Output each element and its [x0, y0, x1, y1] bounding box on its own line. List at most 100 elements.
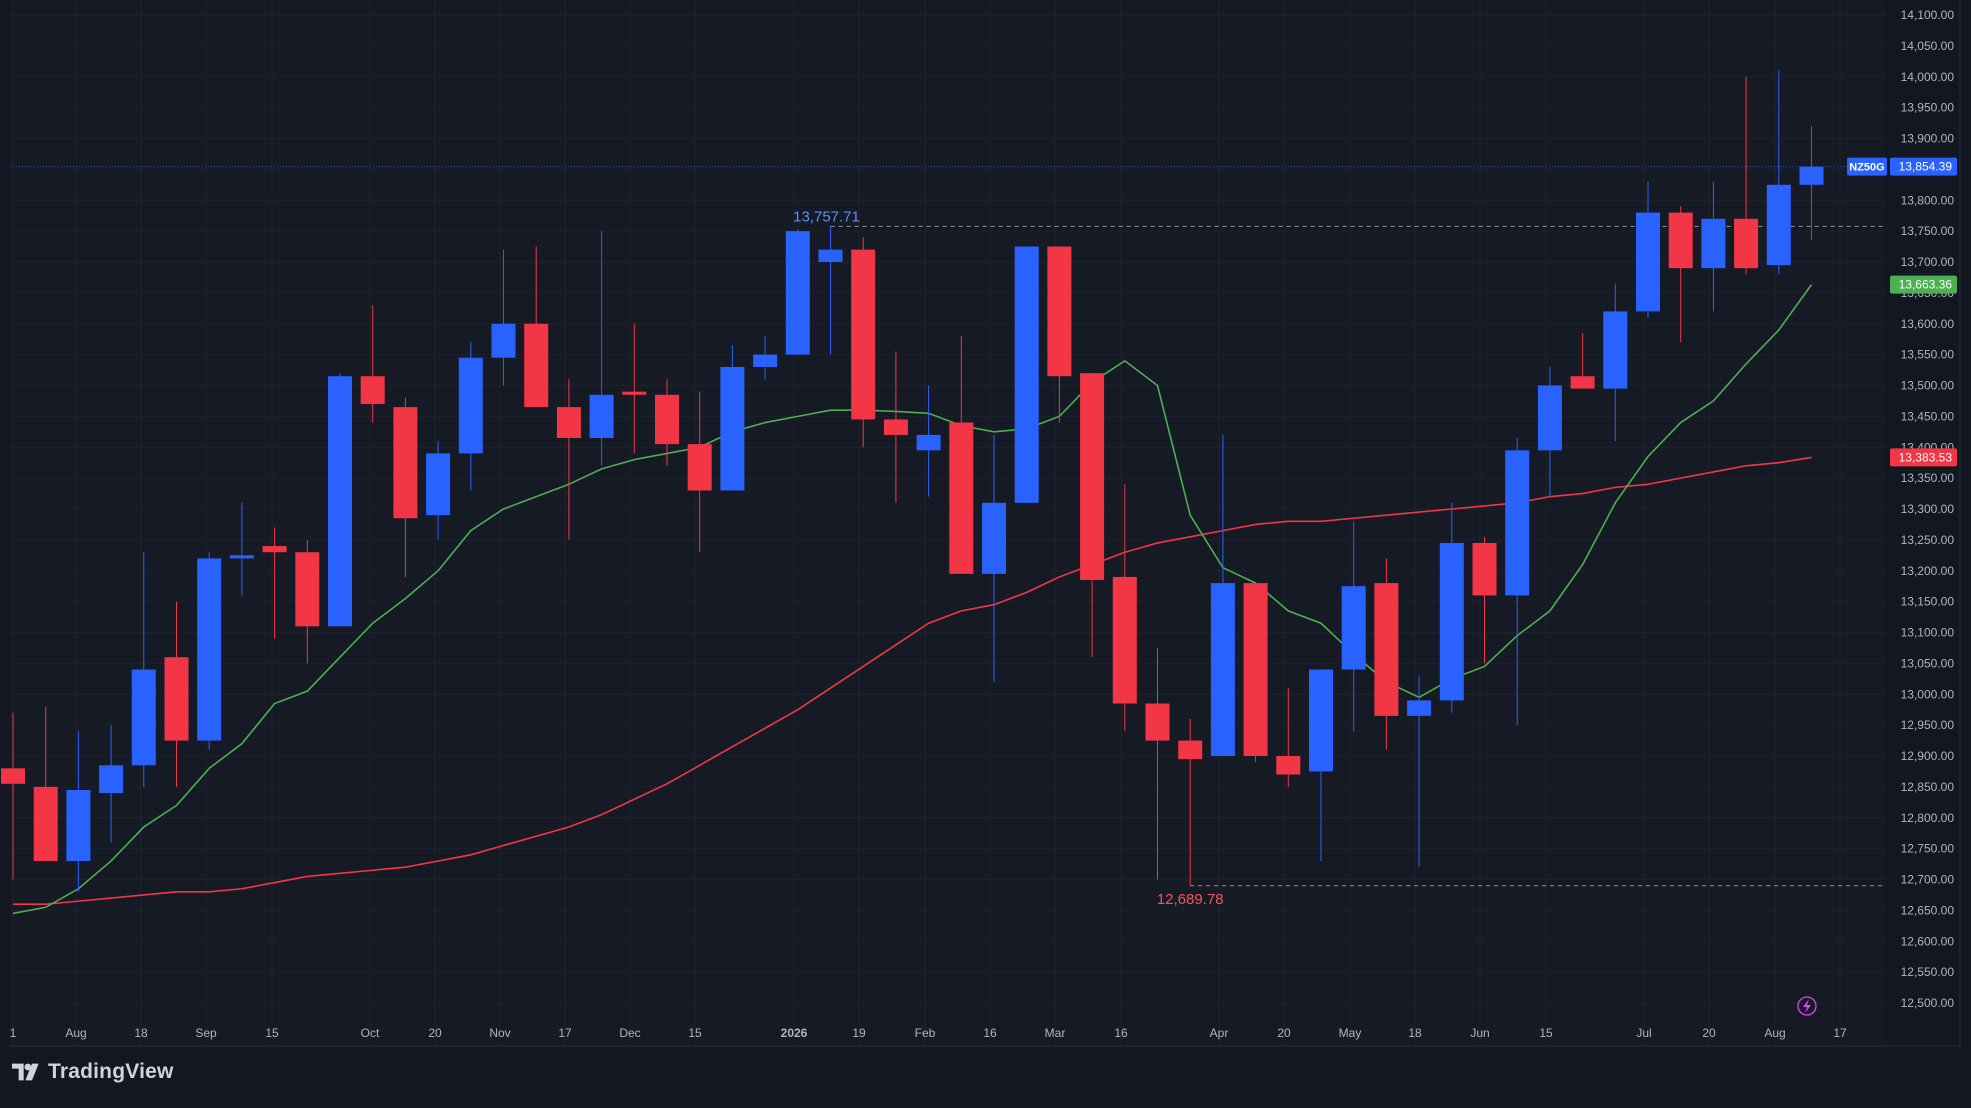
- candle-body[interactable]: [1701, 218, 1726, 269]
- x-tick-label: Oct: [361, 1026, 380, 1040]
- y-tick-label: 13,950.00: [1901, 101, 1955, 115]
- candle-body[interactable]: [328, 376, 352, 627]
- y-tick-label: 13,550.00: [1901, 348, 1955, 362]
- candle-body[interactable]: [262, 546, 287, 553]
- candle-body[interactable]: [1178, 740, 1203, 760]
- candle-body[interactable]: [1047, 246, 1072, 377]
- price-label-text: 13,663.36: [1899, 278, 1953, 292]
- candle-body[interactable]: [229, 555, 254, 559]
- y-tick-label: 12,850.00: [1901, 780, 1955, 794]
- candle-body[interactable]: [1309, 669, 1333, 772]
- y-tick-label: 13,300.00: [1901, 502, 1955, 516]
- candle-body[interactable]: [99, 765, 124, 794]
- candle-body[interactable]: [1145, 703, 1170, 741]
- candle-body[interactable]: [720, 366, 745, 491]
- x-tick-label: 20: [1277, 1026, 1291, 1040]
- x-tick-label: 20: [1702, 1026, 1716, 1040]
- y-tick-label: 14,100.00: [1901, 8, 1955, 22]
- candle-body[interactable]: [1, 768, 25, 784]
- symbol-tag[interactable]: [1847, 157, 1887, 176]
- candle-body[interactable]: [589, 394, 614, 438]
- price-label-box: [1890, 157, 1957, 176]
- alert-lightning-icon[interactable]: [1797, 996, 1817, 1016]
- x-tick-label: 1: [10, 1026, 17, 1040]
- candle-body[interactable]: [524, 323, 549, 408]
- candle-body[interactable]: [1734, 218, 1759, 269]
- y-tick-label: 12,900.00: [1901, 749, 1955, 763]
- candle-body[interactable]: [1603, 311, 1628, 389]
- candle-body[interactable]: [622, 391, 647, 395]
- y-tick-label: 13,500.00: [1901, 379, 1955, 393]
- candle-body[interactable]: [949, 422, 974, 574]
- candle-body[interactable]: [1210, 583, 1235, 756]
- candle-body[interactable]: [687, 444, 712, 491]
- candle-body[interactable]: [426, 453, 451, 516]
- candlestick-chart[interactable]: 1 Aug 18 Sep 15 Oct 20 Nov 17 Dec 15 2026 19 Feb 16 Mar…: [0, 0, 1971, 1048]
- candle-body[interactable]: [1472, 542, 1497, 596]
- candle-body[interactable]: [1799, 166, 1824, 185]
- y-tick-label: 13,700.00: [1901, 255, 1955, 269]
- x-tick-label: 17: [1833, 1026, 1847, 1040]
- candle-body[interactable]: [916, 434, 941, 451]
- candle-body[interactable]: [1080, 373, 1105, 581]
- candle-body[interactable]: [1439, 542, 1464, 701]
- x-tick-label: Feb: [915, 1026, 936, 1040]
- candle-body[interactable]: [491, 323, 516, 358]
- candle-body[interactable]: [66, 789, 91, 861]
- candle-body[interactable]: [164, 657, 189, 741]
- x-tick-label: Jul: [1636, 1026, 1651, 1040]
- plot-area[interactable]: [10, 0, 1885, 1046]
- candle-body[interactable]: [360, 376, 385, 405]
- candle-body[interactable]: [1374, 583, 1399, 716]
- candle-body[interactable]: [1276, 756, 1301, 775]
- candle-body[interactable]: [458, 357, 483, 454]
- brand-name: TradingView: [48, 1060, 174, 1083]
- candle-body[interactable]: [1112, 576, 1137, 704]
- candle-body[interactable]: [295, 552, 320, 627]
- y-tick-label: 13,450.00: [1901, 409, 1955, 423]
- x-tick-label: 16: [1114, 1026, 1128, 1040]
- y-tick-label: 13,250.00: [1901, 533, 1955, 547]
- candle-body[interactable]: [753, 354, 778, 367]
- candle-body[interactable]: [1636, 212, 1660, 312]
- y-tick-label: 13,000.00: [1901, 687, 1955, 701]
- y-tick-label: 14,000.00: [1901, 70, 1955, 84]
- candle-body[interactable]: [33, 786, 58, 861]
- candle-body[interactable]: [1505, 450, 1530, 596]
- y-tick-label: 13,050.00: [1901, 656, 1955, 670]
- price-label-text: 13,383.53: [1899, 450, 1953, 464]
- candle-body[interactable]: [1243, 583, 1268, 756]
- candle-body[interactable]: [818, 249, 843, 262]
- candle-body[interactable]: [785, 231, 810, 355]
- candle-body[interactable]: [131, 669, 156, 766]
- x-tick-label: 18: [134, 1026, 148, 1040]
- x-tick-label: Aug: [1764, 1026, 1785, 1040]
- candle-body[interactable]: [1014, 246, 1039, 503]
- x-tick-label: 19: [852, 1026, 866, 1040]
- candle-body[interactable]: [197, 558, 222, 741]
- tradingview-logo[interactable]: TradingView: [12, 1060, 174, 1084]
- candle-body[interactable]: [1668, 212, 1693, 269]
- x-tick-label: 15: [1539, 1026, 1553, 1040]
- candle-body[interactable]: [393, 407, 418, 519]
- x-tick-label: Aug: [65, 1026, 86, 1040]
- candle-body[interactable]: [1537, 385, 1562, 451]
- y-tick-label: 12,700.00: [1901, 873, 1955, 887]
- candle-body[interactable]: [982, 502, 1006, 574]
- candle-body[interactable]: [556, 407, 581, 438]
- candle-body[interactable]: [1341, 586, 1366, 670]
- x-tick-label: Mar: [1045, 1026, 1066, 1040]
- candle-body[interactable]: [1407, 700, 1432, 716]
- price-label-box: [1890, 275, 1957, 294]
- candle-body[interactable]: [1570, 376, 1595, 389]
- candle-body[interactable]: [851, 249, 876, 420]
- candle-body[interactable]: [1766, 184, 1791, 266]
- price-label-text: 13,854.39: [1899, 160, 1953, 174]
- y-tick-label: 12,750.00: [1901, 842, 1955, 856]
- y-tick-label: 13,900.00: [1901, 132, 1955, 146]
- candle-body[interactable]: [883, 419, 908, 435]
- y-tick-label: 13,350.00: [1901, 471, 1955, 485]
- candle-body[interactable]: [655, 394, 679, 445]
- x-tick-label: Nov: [489, 1026, 510, 1040]
